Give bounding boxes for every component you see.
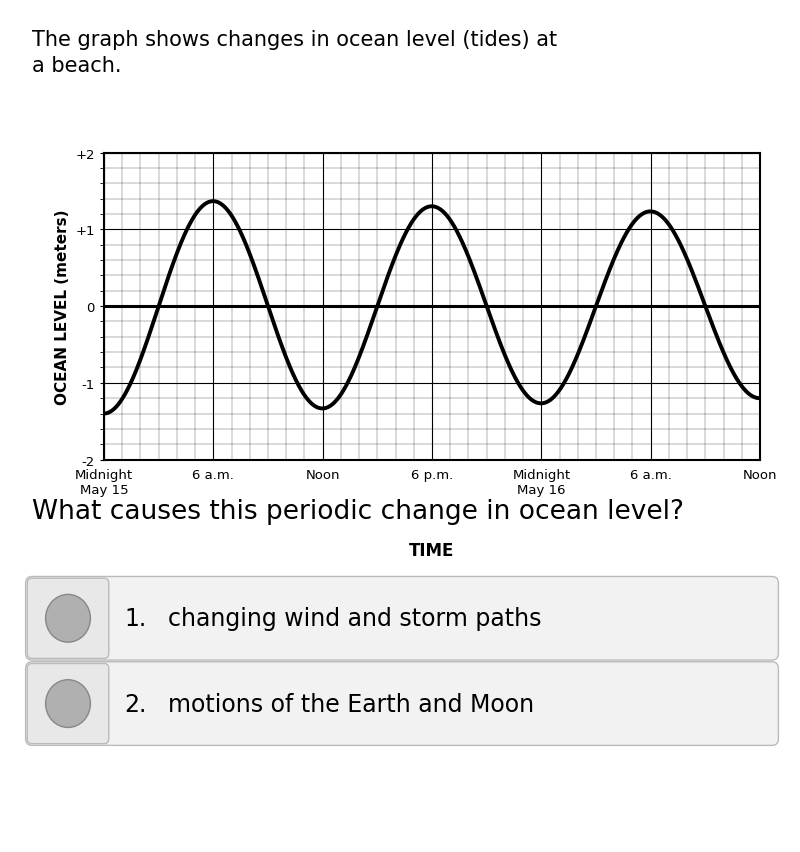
Text: 6 p.m.: 6 p.m. bbox=[411, 469, 453, 481]
Text: Noon: Noon bbox=[306, 469, 340, 481]
Text: 6 a.m.: 6 a.m. bbox=[630, 469, 672, 481]
Text: The graph shows changes in ocean level (tides) at
a beach.: The graph shows changes in ocean level (… bbox=[32, 30, 557, 76]
Y-axis label: OCEAN LEVEL (meters): OCEAN LEVEL (meters) bbox=[55, 209, 70, 405]
Text: Noon: Noon bbox=[742, 469, 778, 481]
Text: 2.: 2. bbox=[124, 692, 146, 716]
Text: changing wind and storm paths: changing wind and storm paths bbox=[168, 607, 542, 630]
Text: 1.: 1. bbox=[124, 607, 146, 630]
Text: motions of the Earth and Moon: motions of the Earth and Moon bbox=[168, 692, 534, 716]
Text: Midnight
May 15: Midnight May 15 bbox=[75, 469, 133, 497]
Text: TIME: TIME bbox=[410, 541, 454, 559]
Text: 6 a.m.: 6 a.m. bbox=[192, 469, 234, 481]
Text: What causes this periodic change in ocean level?: What causes this periodic change in ocea… bbox=[32, 498, 684, 524]
Text: Midnight
May 16: Midnight May 16 bbox=[512, 469, 570, 497]
